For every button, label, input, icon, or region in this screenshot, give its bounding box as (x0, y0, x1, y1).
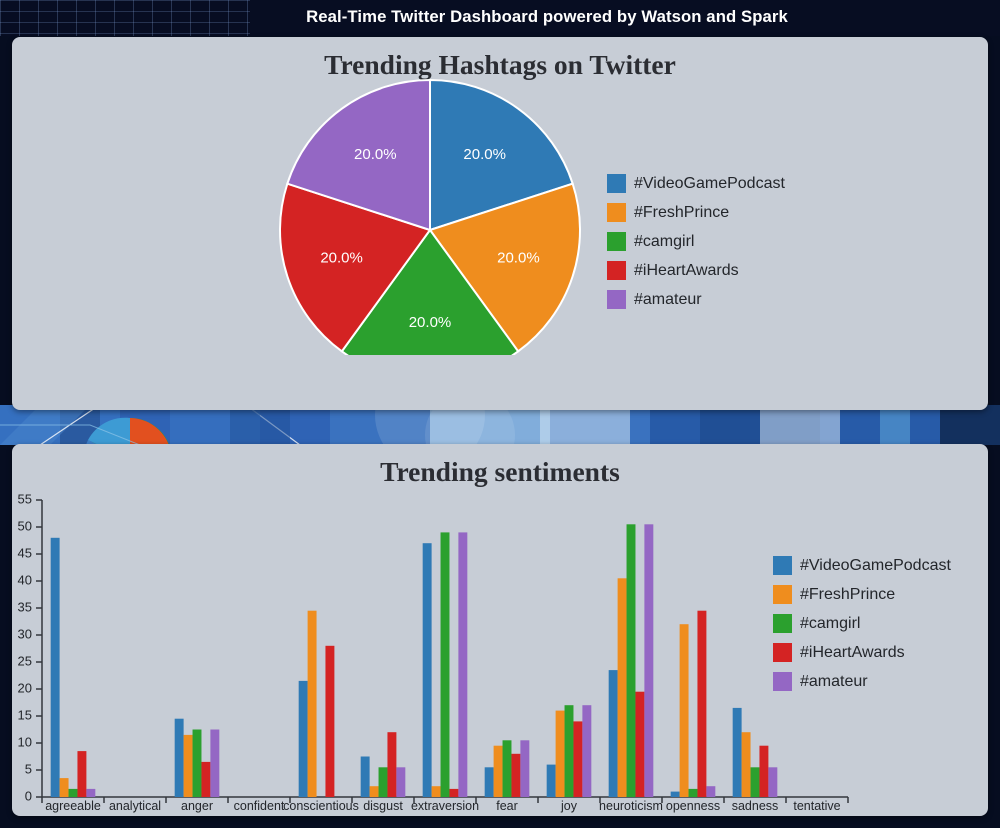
svg-text:20.0%: 20.0% (497, 250, 540, 267)
svg-text:0: 0 (25, 788, 32, 803)
svg-text:15: 15 (18, 707, 32, 722)
svg-text:45: 45 (18, 545, 32, 560)
svg-text:20.0%: 20.0% (354, 146, 397, 163)
svg-text:35: 35 (18, 599, 32, 614)
svg-text:40: 40 (18, 572, 32, 587)
svg-text:5: 5 (25, 761, 32, 776)
svg-text:55: 55 (18, 491, 32, 506)
svg-text:30: 30 (18, 626, 32, 641)
svg-text:25: 25 (18, 653, 32, 668)
svg-text:20.0%: 20.0% (463, 146, 506, 163)
svg-text:20: 20 (18, 680, 32, 695)
svg-text:10: 10 (18, 734, 32, 749)
svg-text:20.0%: 20.0% (320, 250, 363, 267)
svg-text:20.0%: 20.0% (409, 314, 452, 331)
svg-text:50: 50 (18, 518, 32, 533)
